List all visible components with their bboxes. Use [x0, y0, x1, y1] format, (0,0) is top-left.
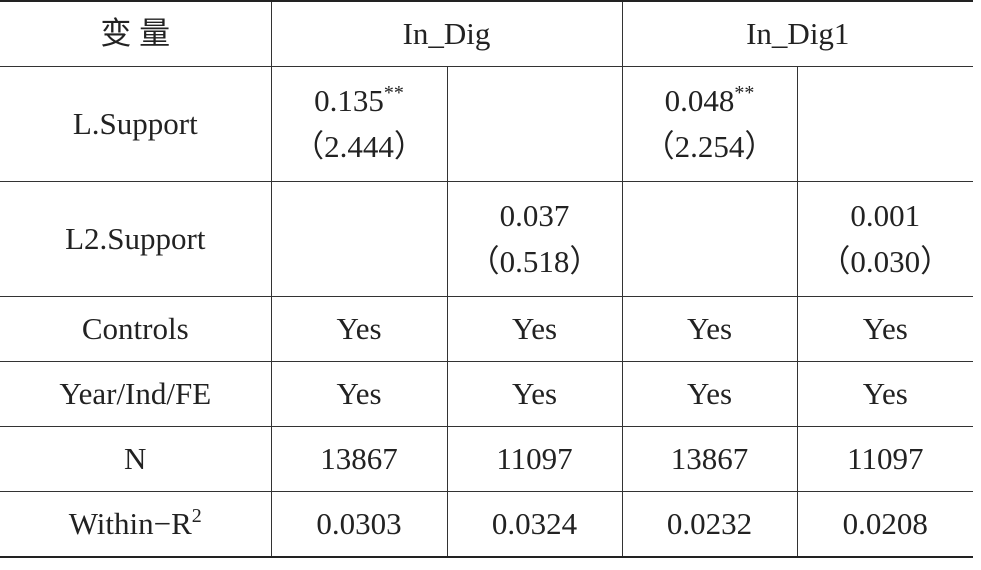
value-cell — [796, 66, 974, 182]
value-cell — [621, 181, 798, 297]
significance-stars: ** — [383, 82, 404, 104]
row-label-sup: 2 — [191, 505, 202, 527]
table-body: 变 量 In_Dig In_Dig1 L.Support 0.135** （2.444） 0… — [0, 0, 974, 558]
header-cell: In_Dig1 — [621, 0, 974, 67]
value-cell: 0.0208 — [796, 491, 974, 558]
value-cell: 0.001 （0.030） — [796, 181, 974, 297]
t-statistic: （0.518） — [468, 244, 601, 279]
row-label-text: Year/Ind/FE — [59, 376, 212, 411]
t-statistic: （2.444） — [293, 129, 425, 164]
t-statistic: （0.030） — [819, 244, 952, 279]
row-label-text: N — [124, 441, 147, 476]
value-cell: Yes — [796, 361, 974, 427]
value-cell: Yes — [446, 296, 623, 362]
row-label: N — [0, 426, 272, 492]
value-cell: Yes — [621, 361, 798, 427]
value-cell: 0.0324 — [446, 491, 623, 558]
value-cell: Yes — [796, 296, 974, 362]
value-cell — [446, 66, 623, 182]
data-row: L.Support 0.135** （2.444） 0.048** （2.254） — [0, 66, 974, 182]
data-row: N 13867 11097 13867 11097 — [0, 426, 974, 492]
value-cell: 11097 — [446, 426, 623, 492]
value-cell: 0.0303 — [270, 491, 448, 558]
coef-value: 0.135 — [314, 83, 384, 118]
value-cell: 11097 — [796, 426, 974, 492]
value-cell: 0.0232 — [621, 491, 798, 558]
row-label-text: L.Support — [72, 106, 198, 141]
row-label: Within−R2 — [0, 491, 272, 558]
value-cell: 0.037 （0.518） — [446, 181, 623, 297]
row-label-text: Controls — [81, 311, 189, 346]
value-cell: Yes — [621, 296, 798, 362]
value-cell: Yes — [270, 296, 448, 362]
value-cell: 13867 — [270, 426, 448, 492]
coef-value: 0.001 — [850, 198, 921, 233]
value-cell: 0.048** （2.254） — [621, 66, 798, 182]
row-label-text: Within−R — [68, 506, 192, 541]
coefficient: 0.037 — [448, 193, 622, 239]
header-row: 变 量 In_Dig In_Dig1 — [0, 0, 974, 67]
row-label: Year/Ind/FE — [0, 361, 272, 427]
coef-value: 0.048 — [664, 83, 735, 118]
significance-stars: ** — [734, 82, 755, 104]
regression-table: 变 量 In_Dig In_Dig1 L.Support 0.135** （2.444） 0… — [0, 0, 974, 558]
t-statistic: （2.254） — [643, 129, 776, 164]
data-row: Year/Ind/FE Yes Yes Yes Yes — [0, 361, 974, 427]
coefficient: 0.135** — [272, 78, 447, 124]
data-row: Within−R2 0.0303 0.0324 0.0232 0.0208 — [0, 491, 974, 558]
data-row: Controls Yes Yes Yes Yes — [0, 296, 974, 362]
row-label-text: L2.Support — [65, 221, 206, 256]
coefficient: 0.001 — [798, 193, 974, 239]
value-cell: Yes — [270, 361, 448, 427]
header-cell: 变 量 — [0, 0, 272, 67]
value-cell: 13867 — [621, 426, 798, 492]
header-cell: In_Dig — [270, 0, 623, 67]
coef-value: 0.037 — [499, 198, 570, 233]
row-label: Controls — [0, 296, 272, 362]
value-cell — [270, 181, 448, 297]
value-cell: 0.135** （2.444） — [270, 66, 448, 182]
data-row: L2.Support 0.037 （0.518） 0.001 （0.030） — [0, 181, 974, 297]
coefficient: 0.048** — [623, 78, 797, 124]
value-cell: Yes — [446, 361, 623, 427]
row-label: L2.Support — [0, 181, 272, 297]
row-label: L.Support — [0, 66, 272, 182]
